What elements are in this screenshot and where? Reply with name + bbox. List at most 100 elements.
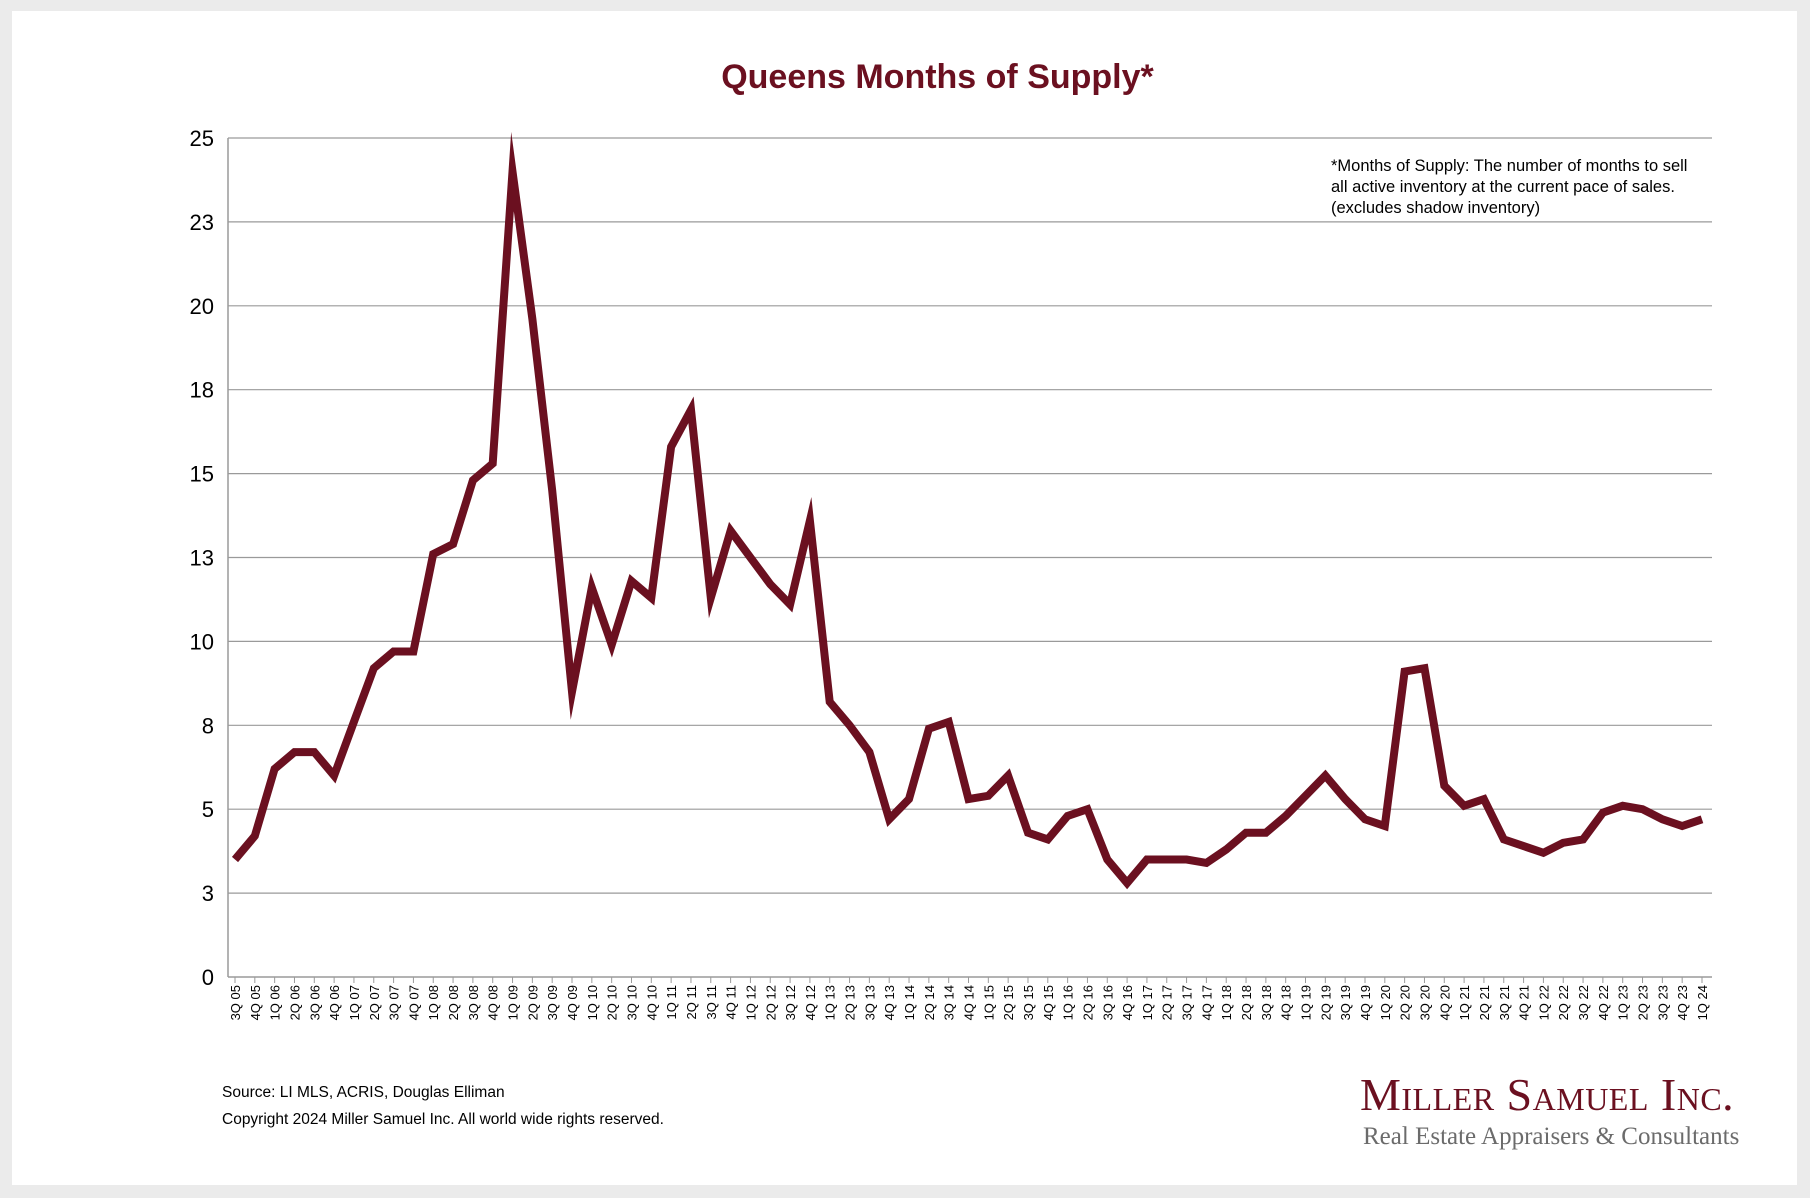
x-tick-label: 3Q 09 xyxy=(545,985,560,1020)
x-tick-label: 3Q 23 xyxy=(1655,985,1670,1020)
x-tick-label: 2Q 13 xyxy=(843,985,858,1020)
source-note: Source: LI MLS, ACRIS, Douglas Elliman xyxy=(222,1084,505,1101)
y-tick-label: 25 xyxy=(190,126,214,151)
x-tick-label: 3Q 08 xyxy=(466,985,481,1020)
x-tick-label: 3Q 18 xyxy=(1259,985,1274,1020)
x-tick-label: 4Q 16 xyxy=(1120,985,1135,1020)
y-tick-label: 15 xyxy=(190,462,214,487)
x-tick-label: 2Q 17 xyxy=(1160,985,1175,1020)
x-tick-label: 1Q 17 xyxy=(1140,985,1155,1020)
footnote-line: all active inventory at the current pace… xyxy=(1331,178,1675,196)
x-tick-label: 3Q 22 xyxy=(1576,985,1591,1020)
x-tick-label: 2Q 14 xyxy=(922,985,937,1020)
x-tick-label: 4Q 13 xyxy=(882,985,897,1020)
x-tick-label: 1Q 19 xyxy=(1299,985,1314,1020)
x-tick-label: 1Q 16 xyxy=(1061,985,1076,1020)
x-tick-label: 1Q 11 xyxy=(664,985,679,1019)
x-tick-label: 3Q 21 xyxy=(1497,985,1512,1020)
x-tick-label: 2Q 11 xyxy=(684,985,699,1019)
x-tick-label: 4Q 18 xyxy=(1279,985,1294,1020)
x-tick-label: 2Q 23 xyxy=(1636,985,1651,1020)
x-tick-label: 4Q 20 xyxy=(1437,985,1452,1020)
x-tick-label: 1Q 18 xyxy=(1219,985,1234,1020)
y-tick-label: 13 xyxy=(190,546,214,571)
brand-logo-tagline: Real Estate Appraisers & Consultants xyxy=(1363,1123,1740,1150)
x-tick-label: 1Q 08 xyxy=(426,985,441,1020)
x-tick-label: 3Q 14 xyxy=(942,985,957,1020)
x-tick-label: 4Q 05 xyxy=(248,985,263,1020)
x-tick-label: 4Q 11 xyxy=(724,985,739,1019)
y-tick-label: 20 xyxy=(190,294,214,319)
x-tick-label: 2Q 06 xyxy=(287,985,302,1020)
x-tick-label: 3Q 13 xyxy=(862,985,877,1020)
x-tick-label: 4Q 23 xyxy=(1675,985,1690,1020)
x-tick-label: 4Q 15 xyxy=(1041,985,1056,1020)
y-tick-labels: 0 3 5 8 10 13 15 18 20 23 25 xyxy=(190,126,214,990)
footnote: *Months of Supply: The number of months … xyxy=(1331,156,1687,219)
y-tick-label: 8 xyxy=(202,713,214,738)
x-tick-label: 2Q 10 xyxy=(605,985,620,1020)
x-tick-label: 1Q 09 xyxy=(506,985,521,1020)
x-tick-label: 3Q 07 xyxy=(387,985,402,1020)
x-tick-label: 4Q 14 xyxy=(962,985,977,1020)
x-tick-label: 2Q 22 xyxy=(1556,985,1571,1020)
y-tick-label: 18 xyxy=(190,378,214,403)
footnote-line: *Months of Supply: The number of months … xyxy=(1331,157,1688,175)
series-layer xyxy=(231,131,1704,890)
copyright-note: Copyright 2024 Miller Samuel Inc. All wo… xyxy=(222,1111,664,1128)
x-tick-label: 4Q 08 xyxy=(486,985,501,1020)
footnote-line: (excludes shadow inventory) xyxy=(1331,199,1541,217)
series-line xyxy=(231,131,1704,890)
x-tick-label: 2Q 19 xyxy=(1318,985,1333,1020)
x-tick-label: 1Q 10 xyxy=(585,985,600,1020)
x-tick-label: 2Q 07 xyxy=(367,985,382,1020)
y-tick-label: 10 xyxy=(190,629,214,654)
x-tick-label: 3Q 11 xyxy=(704,985,719,1019)
x-tick-label: 3Q 10 xyxy=(624,985,639,1020)
x-tick-label: 2Q 21 xyxy=(1477,985,1492,1020)
x-tick-label: 2Q 08 xyxy=(446,985,461,1020)
x-tick-label: 4Q 06 xyxy=(327,985,342,1020)
gridlines xyxy=(228,137,1712,894)
x-tick-label: 1Q 21 xyxy=(1457,985,1472,1020)
x-tick-label: 3Q 12 xyxy=(783,985,798,1020)
x-tick-label: 2Q 16 xyxy=(1080,985,1095,1020)
x-tick-label: 2Q 15 xyxy=(1001,985,1016,1020)
brand-logo-name: Miller Samuel Inc. xyxy=(1360,1069,1735,1120)
x-tick-label: 4Q 09 xyxy=(565,985,580,1020)
y-tick-label: 0 xyxy=(202,965,214,990)
x-tick-label: 3Q 16 xyxy=(1100,985,1115,1020)
chart-frame xyxy=(12,11,1797,1185)
chart-title: Queens Months of Supply* xyxy=(721,58,1154,96)
y-tick-label: 23 xyxy=(190,210,214,235)
x-tick-label: 2Q 18 xyxy=(1239,985,1254,1020)
x-tick-label: 4Q 17 xyxy=(1199,985,1214,1020)
x-tick-label: 3Q 20 xyxy=(1417,985,1432,1020)
x-tick-label: 1Q 12 xyxy=(743,985,758,1020)
x-tick-label: 1Q 20 xyxy=(1378,985,1393,1020)
x-tick-label: 1Q 15 xyxy=(981,985,996,1020)
x-tick-label: 1Q 07 xyxy=(347,985,362,1020)
x-tick-label: 3Q 17 xyxy=(1180,985,1195,1020)
x-tick-labels: 3Q 05 4Q 05 1Q 06 2Q 06 3Q 06 4Q 06 1Q 07 2Q 07… xyxy=(228,985,1710,1020)
x-tick-label: 4Q 22 xyxy=(1596,985,1611,1020)
x-tick-label: 4Q 21 xyxy=(1517,985,1532,1020)
x-tick-label: 3Q 05 xyxy=(228,985,243,1020)
x-tick-label: 1Q 06 xyxy=(268,985,283,1020)
x-tick-label: 1Q 23 xyxy=(1616,985,1631,1020)
x-tick-label: 3Q 19 xyxy=(1338,985,1353,1020)
x-tick-label: 2Q 20 xyxy=(1398,985,1413,1020)
x-tick-label: 3Q 15 xyxy=(1021,985,1036,1020)
x-tick-label: 4Q 07 xyxy=(406,985,421,1020)
y-tick-label: 5 xyxy=(202,797,214,822)
x-tick-label: 1Q 22 xyxy=(1536,985,1551,1020)
axes xyxy=(227,138,1712,983)
x-tick-label: 2Q 09 xyxy=(525,985,540,1020)
x-tick-label: 4Q 19 xyxy=(1358,985,1373,1020)
x-tick-label: 4Q 12 xyxy=(803,985,818,1020)
x-tick-label: 3Q 06 xyxy=(307,985,322,1020)
y-tick-label: 3 xyxy=(202,881,214,906)
x-tick-label: 1Q 13 xyxy=(823,985,838,1020)
x-tick-label: 1Q 24 xyxy=(1695,985,1710,1020)
